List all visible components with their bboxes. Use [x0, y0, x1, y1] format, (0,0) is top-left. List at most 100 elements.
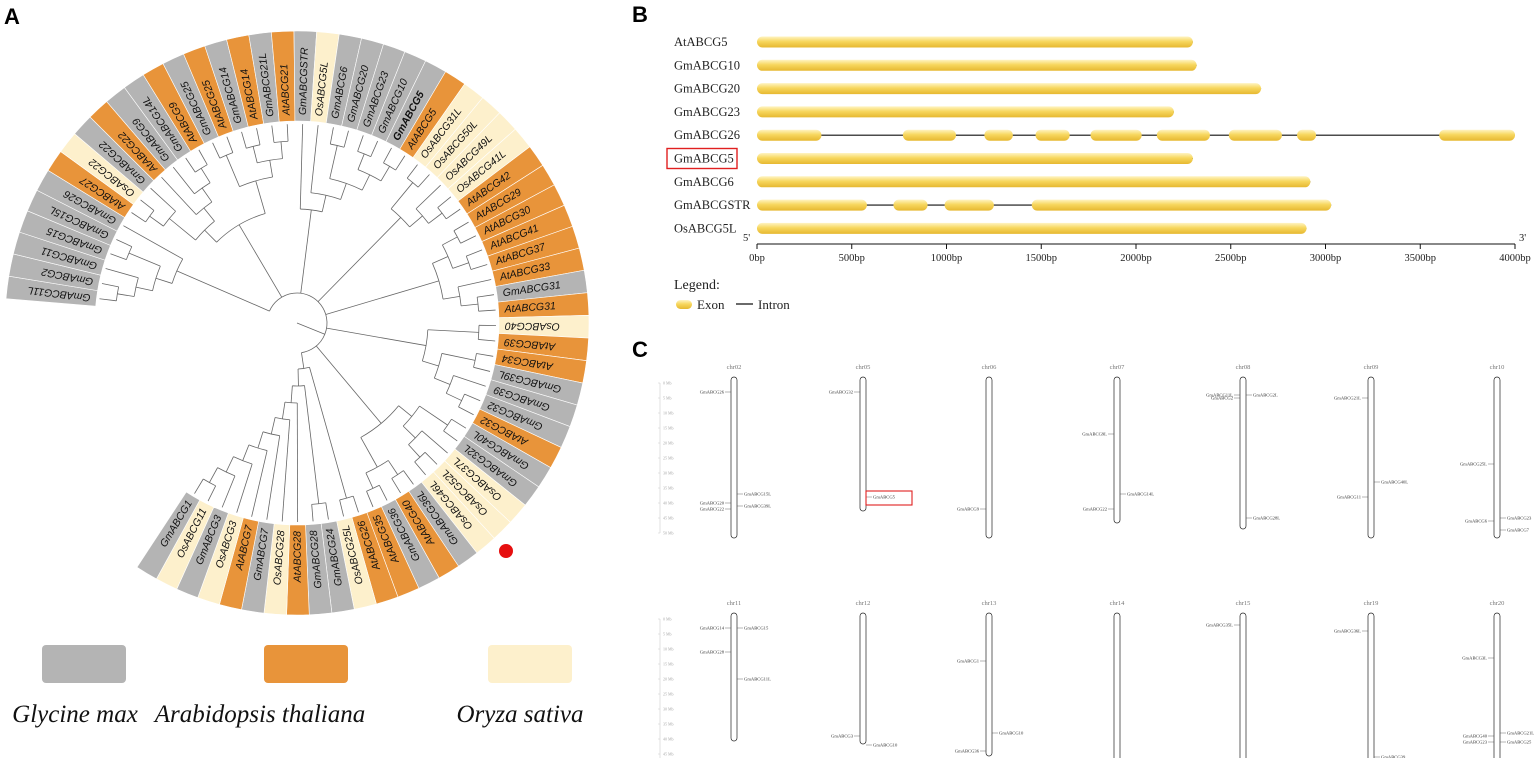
legend-label-gm: Glycine max — [12, 701, 138, 728]
branch — [470, 264, 488, 270]
branch — [383, 147, 392, 164]
gene-highlight-box — [865, 490, 913, 506]
species-legend: Glycine max Arabidopsis thaliana Oryza sat… — [12, 645, 584, 728]
branch-arc — [365, 460, 389, 474]
branch — [161, 176, 197, 215]
gene-name-gmabcg26: GmABCG26 — [674, 128, 740, 142]
chromosome-body — [730, 612, 738, 742]
branch — [105, 268, 139, 279]
ruler-label: 5 Mb — [663, 632, 672, 637]
branch — [437, 196, 452, 208]
branch — [150, 187, 176, 212]
ruler-label: 15 Mb — [663, 662, 674, 667]
axis-tick-label: 1500bp — [1026, 253, 1058, 264]
branch — [357, 153, 365, 170]
exon — [757, 129, 822, 141]
branch — [326, 327, 427, 346]
branch — [110, 253, 127, 261]
branch-arc — [194, 182, 211, 195]
branch — [442, 295, 460, 300]
branch — [257, 431, 264, 449]
branch-arc — [145, 210, 155, 223]
branch — [317, 217, 402, 302]
ruler-label: 30 Mb — [663, 471, 674, 476]
branch-arc — [275, 417, 290, 421]
gene-name-gmabcg5: GmABCG5 — [674, 152, 734, 166]
branch-arc — [406, 177, 419, 188]
chromosome-label: chr02 — [727, 364, 742, 371]
gene-structure-rows: AtABCG5 GmABCG10 GmABCG20 GmABCG23 GmABCG26 G… — [666, 35, 1515, 235]
gene-label-gmabcg22: GmABCG22 — [700, 507, 725, 512]
branch — [461, 303, 479, 307]
branch — [299, 124, 304, 210]
branch-arc — [195, 220, 215, 241]
exon — [902, 129, 956, 141]
branch — [149, 215, 164, 227]
gene-label-gmabcg10: GmABCG10 — [999, 731, 1024, 736]
branch-arc — [442, 244, 454, 269]
axis-tick-label: 3000bp — [1310, 253, 1342, 264]
leaf-label-osabcg5l: OsABCG5L — [313, 61, 331, 117]
branch — [315, 345, 382, 424]
exon-legend-swatch — [676, 300, 692, 309]
panel-b-gene-structure: B AtABCG5 GmABCG10 GmABCG20 GmABCG23 GmABCG2… — [632, 2, 1531, 312]
chromosome-label: chr20 — [1490, 600, 1505, 607]
branch — [428, 212, 443, 224]
branch — [155, 277, 173, 284]
branch — [270, 417, 276, 435]
chromosome-chr19: chr19 GmABCG36L GmABCG39 — [1334, 600, 1406, 758]
branch — [422, 360, 439, 367]
chromosome-label: chr14 — [1110, 600, 1126, 607]
chromosome-chr06: chr06 GmABCG9 — [957, 364, 997, 539]
bp-axis: 0bp 500bp 1000bp 1500bp 2000bp 2500bp 3000bp 35… — [743, 233, 1531, 264]
gene-label-gmabcg14: GmABCG14 — [700, 626, 725, 631]
chromosome-body — [859, 612, 867, 745]
exon — [1035, 129, 1070, 141]
chromosome-chr07: chr07 GmABCG9L GmABCG14L GmABCG22 — [1082, 364, 1154, 524]
gene-label-gmabcg21l: GmABCG21L — [1334, 396, 1361, 401]
exon — [1031, 199, 1332, 211]
gene-label-gmabcg6: GmABCG6 — [1465, 519, 1488, 524]
gene-name-osabcg5l: OsABCG5L — [674, 221, 737, 235]
branch-arc — [195, 164, 208, 173]
branch — [415, 184, 441, 210]
branch — [352, 495, 359, 513]
gene-label-gmabcg28: GmABCG28 — [700, 650, 725, 655]
branch — [402, 425, 416, 439]
gene-row-gmabcg23: GmABCG23 — [674, 105, 1174, 119]
branch — [406, 164, 418, 179]
branch — [236, 463, 253, 513]
gene-label-gmabcg36: GmABCG36 — [955, 749, 980, 754]
ruler-label: 25 Mb — [663, 692, 674, 697]
branch — [408, 444, 421, 458]
gene-label-gmabcg2l: GmABCG2L — [1253, 393, 1278, 398]
gene-label-gmabcg7: GmABCG7 — [1507, 528, 1530, 533]
branch — [343, 130, 349, 148]
axis-tick-label: 2500bp — [1215, 253, 1247, 264]
axis-tick-label: 4000bp — [1499, 253, 1531, 264]
branch — [140, 199, 155, 211]
chromosome-chr13: chr13 GmABCG1 GmABCG10 GmABCG36 — [955, 600, 1024, 757]
ruler-label: 10 Mb — [663, 647, 674, 652]
axis-tick-label: 3500bp — [1405, 253, 1437, 264]
gene-label-gmabcg2: GmABCG2 — [1211, 396, 1234, 401]
branch — [241, 131, 247, 149]
branch-arc — [273, 140, 289, 143]
gene-name-gmabcg23: GmABCG23 — [674, 105, 740, 119]
leaf-label-atabcg39: AtABCG39 — [503, 336, 556, 353]
branch — [198, 149, 208, 165]
branch — [361, 174, 371, 191]
gene-label-gmabcg25: GmABCG25 — [1507, 740, 1532, 745]
tree-branches — [99, 124, 496, 523]
gene-label-gmabcg39: GmABCG39 — [1381, 755, 1406, 758]
branch-arc — [432, 263, 444, 300]
branch-arc — [329, 178, 363, 191]
gene-label-gmabcg23: GmABCG23 — [1463, 740, 1488, 745]
branch — [329, 127, 334, 145]
branch — [221, 475, 236, 508]
branch-arc — [458, 393, 465, 408]
chromosome-body — [985, 612, 993, 757]
branch — [209, 467, 218, 483]
branch — [457, 279, 492, 288]
